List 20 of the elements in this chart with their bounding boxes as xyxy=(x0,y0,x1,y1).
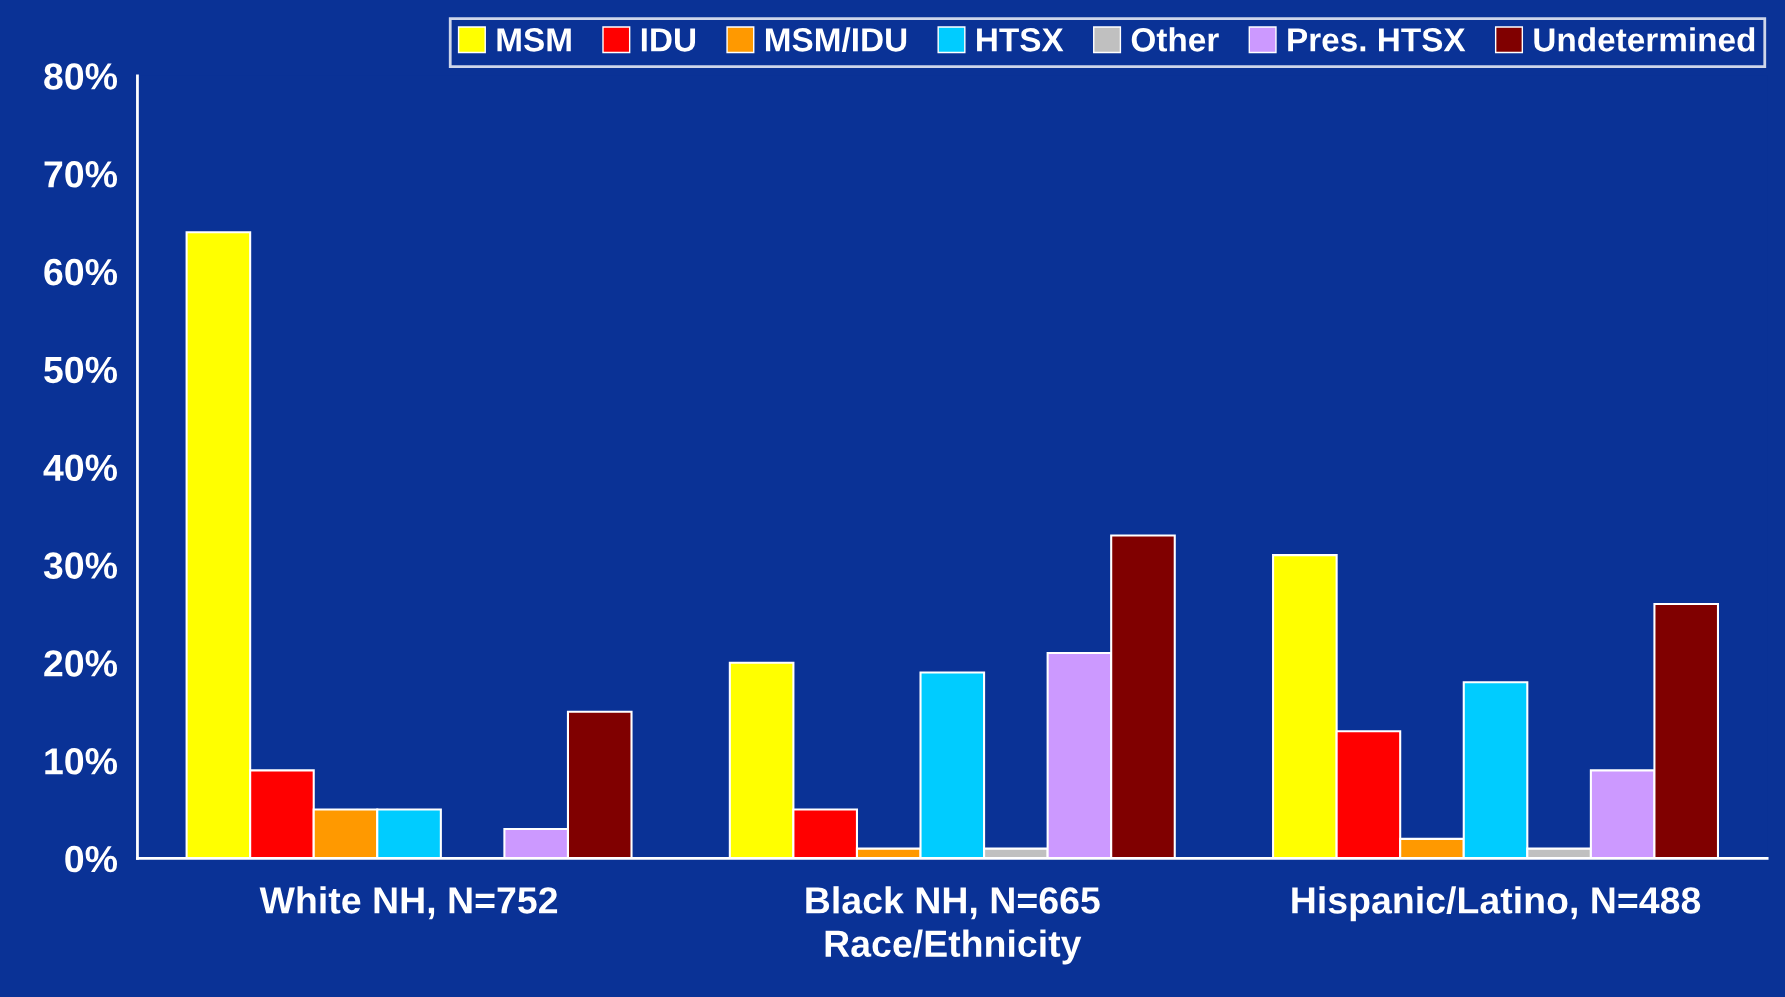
legend-label: MSM xyxy=(497,28,571,52)
x-tick-label: White NH, N=752 xyxy=(259,886,558,920)
legend-label: HTSX xyxy=(977,28,1064,52)
y-tick-label: 50% xyxy=(44,356,118,384)
y-tick-label: 60% xyxy=(44,258,118,286)
legend-label: IDU xyxy=(641,28,696,52)
x-axis-title: Race/Ethnicity xyxy=(825,929,1082,965)
legend-label: Pres. HTSX xyxy=(1288,28,1466,52)
legend-label: Other xyxy=(1131,27,1219,52)
y-tick-label: 40% xyxy=(43,454,118,482)
legend-label: MSM/IDU xyxy=(765,27,907,52)
y-tick-label: 10% xyxy=(45,747,118,775)
y-tick-label: 80% xyxy=(44,63,118,90)
legend-label: Undetermined xyxy=(1534,27,1755,52)
y-tick-label: 30% xyxy=(43,552,118,579)
y-tick-label: 70% xyxy=(44,161,118,188)
x-tick-label: Black NH, N=665 xyxy=(806,886,1100,920)
y-tick-label: 0% xyxy=(65,845,118,873)
x-tick-label: Hispanic/Latino, N=488 xyxy=(1292,886,1701,922)
y-tick-label: 20% xyxy=(44,650,118,677)
